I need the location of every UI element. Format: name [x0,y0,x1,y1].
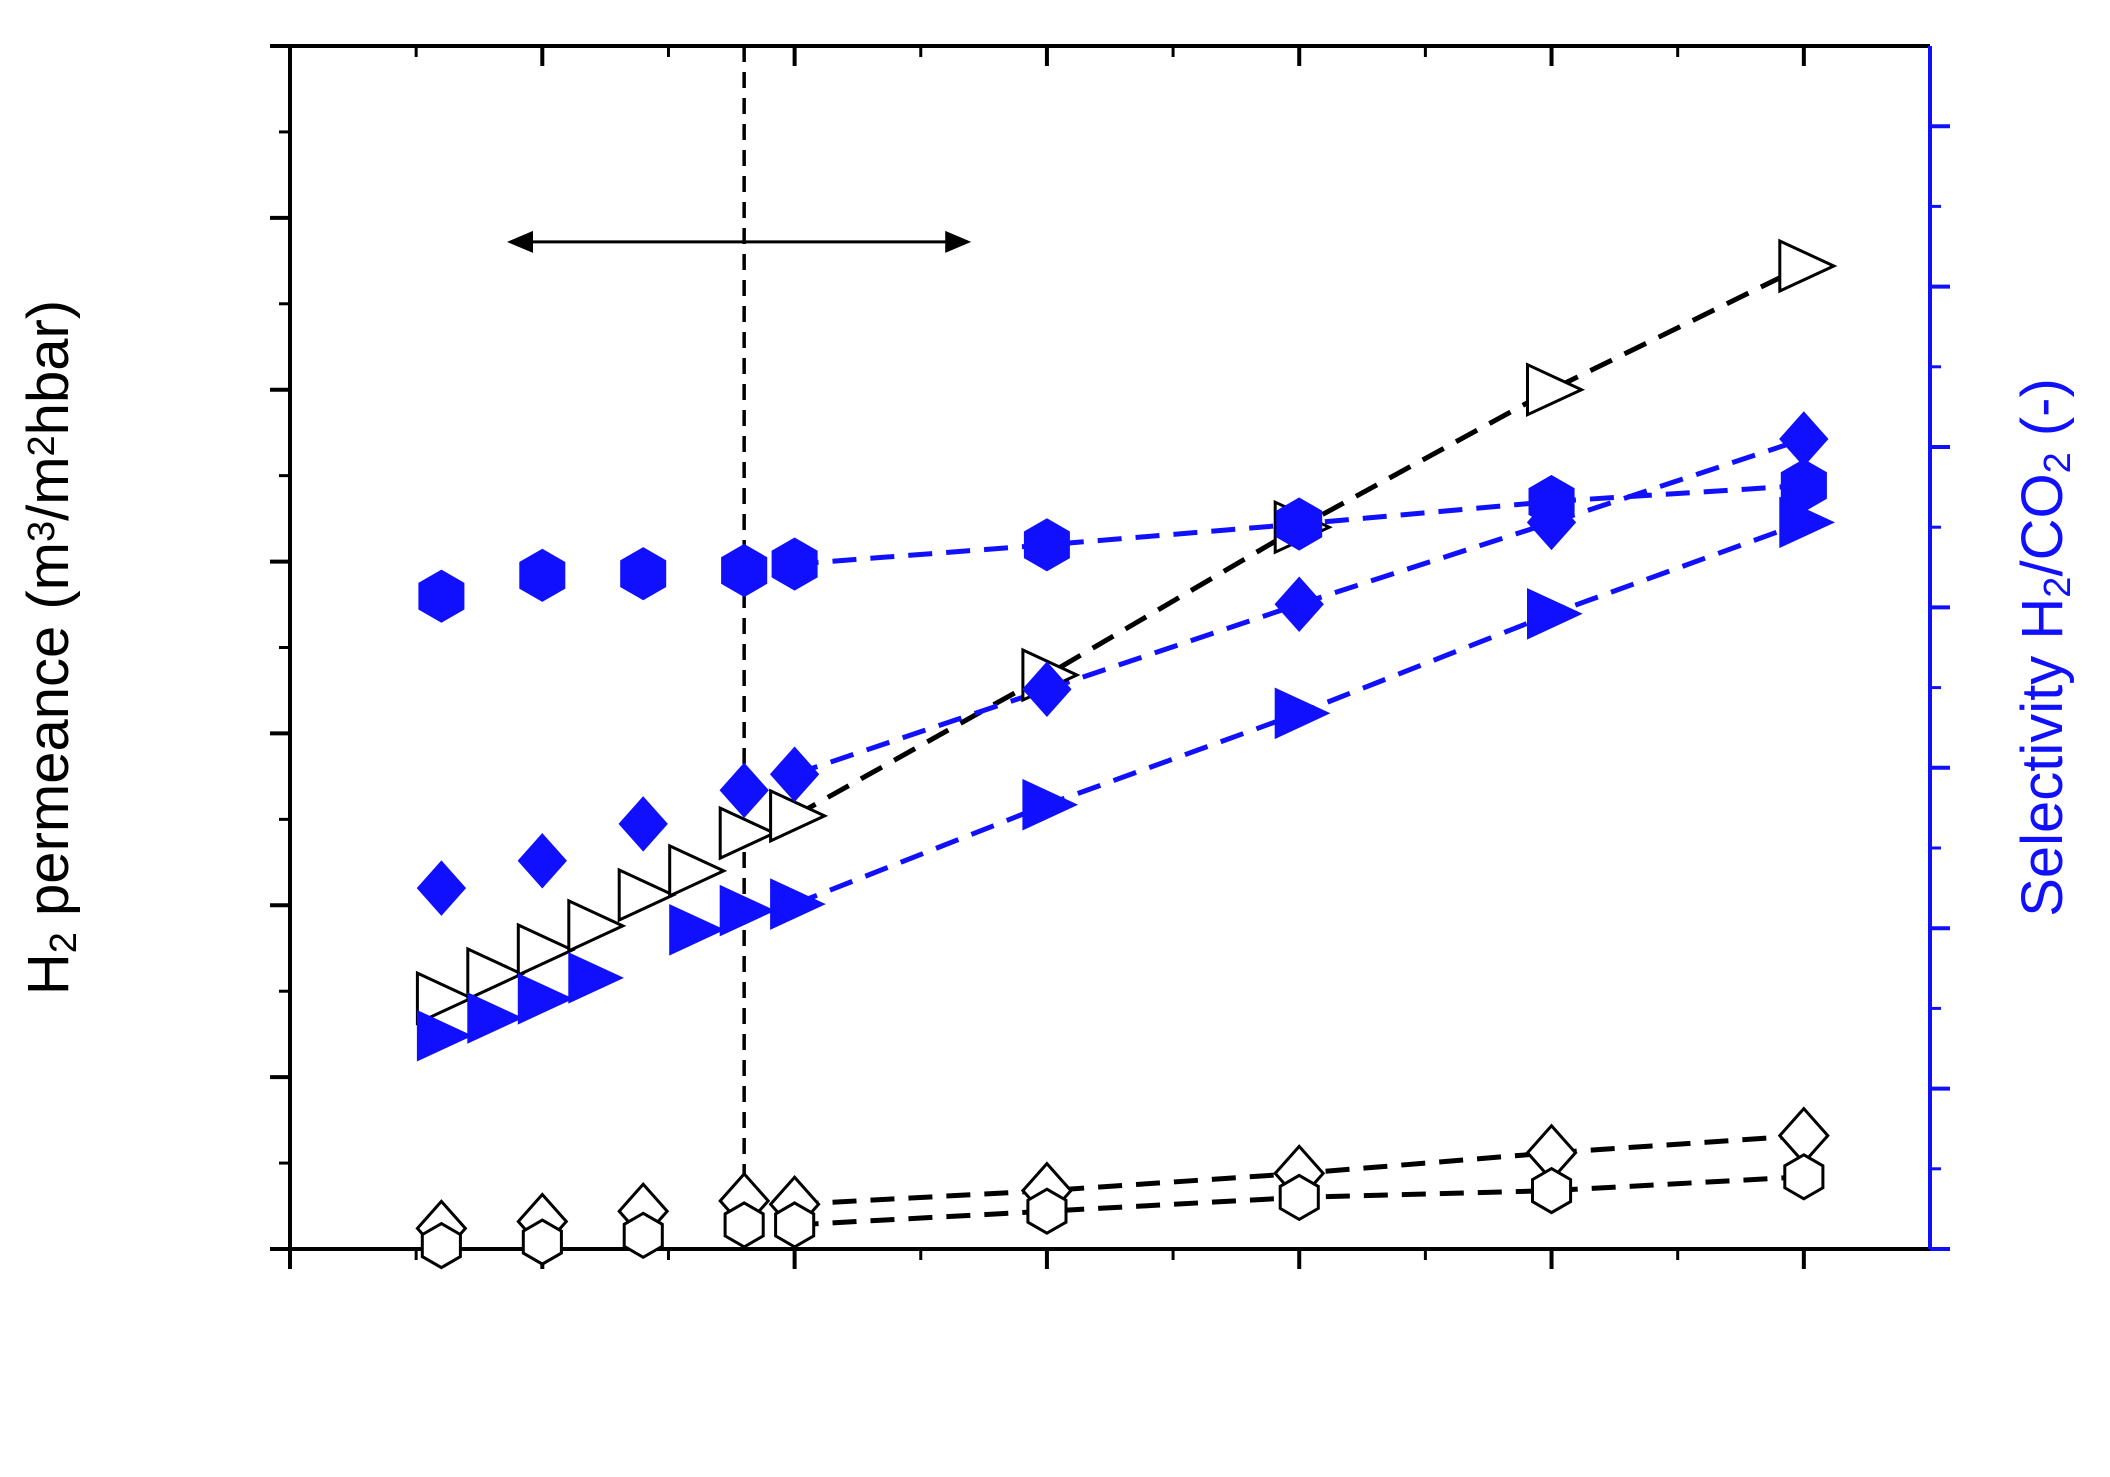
y-left-axis-title-part: H [16,953,81,995]
data-point-series-3 [1783,1153,1825,1201]
data-point-series-1 [668,843,728,899]
data-point-series-3 [622,1211,664,1260]
data-point-series-4 [1023,518,1070,572]
data-point-series-5 [719,762,769,819]
data-point-series-3 [1026,1187,1068,1235]
data-point-series-1 [415,970,475,1026]
data-point-series-4 [1276,497,1323,551]
data-point-series-1 [516,922,576,978]
data-point-series-5 [416,860,467,916]
y-right-axis-title-part: Selectivity H [2010,598,2075,917]
data-point-series-5 [1022,661,1072,717]
data-point-series-1 [466,946,526,1002]
data-point-series-1 [567,898,627,954]
data-point-series-4 [771,537,818,591]
data-point-series-3 [521,1218,563,1266]
data-point-series-3 [420,1221,462,1270]
data-point-series-5 [618,796,668,852]
data-point-series-5 [1274,576,1324,632]
plot-frame-layer [270,44,1950,1269]
y-left-axis-title-part: 3 [21,521,63,542]
y-right-axis-title: Selectivity H2/CO2 (-) [2010,378,2079,917]
range-arrow-left-head [506,230,533,253]
data-point-series-4 [418,569,465,623]
range-arrow-right-head [945,230,972,253]
data-point-series-6 [1274,687,1331,740]
y-left-axis-title: H2 permeance (m3/m2hbar) [16,300,85,995]
markers-layer [415,238,1838,1270]
data-point-series-6 [517,973,574,1025]
data-point-series-4 [519,548,566,602]
y-right-axis-title-part: (-) [2010,378,2075,452]
labels-layer: H2 permeance (m3/m2hbar)Selectivity H2/C… [16,230,2079,995]
y-right-axis-title-part: 2 [2037,452,2079,473]
data-point-series-6 [568,952,624,1004]
data-point-series-1 [1778,238,1838,294]
data-point-series-6 [416,1009,473,1062]
y-left-axis-title-part: 2 [43,932,85,953]
data-point-series-3 [1278,1173,1320,1222]
data-point-series-3 [723,1201,765,1249]
y-left-axis-title-part: 2 [21,435,63,456]
data-point-series-5 [517,833,567,889]
y-right-axis-title-part: /CO [2010,473,2075,576]
data-point-series-6 [1022,778,1079,831]
data-point-series-3 [774,1201,816,1249]
data-point-series-1 [1526,362,1586,418]
data-point-series-5 [769,746,820,802]
y-left-axis-title-part: hbar) [16,300,81,435]
y-right-axis-title-part: 2 [2037,577,2079,598]
data-point-series-5 [1526,494,1577,551]
data-point-series-1 [718,805,778,861]
y-left-axis-title-part: permeance (m [16,542,81,932]
data-point-series-6 [1527,588,1583,640]
data-point-series-4 [620,547,667,601]
data-point-series-1 [769,788,829,844]
data-point-series-6 [669,904,725,956]
data-point-series-6 [719,884,776,937]
data-point-series-3 [1531,1166,1573,1215]
data-point-series-6 [467,992,523,1044]
data-point-series-5 [1779,411,1829,467]
data-point-series-6 [770,878,826,930]
data-point-series-1 [617,867,677,923]
series-lines-layer [793,263,1805,1228]
data-point-series-4 [721,543,768,598]
data-point-series-6 [1779,496,1835,549]
y-left-axis-title-part: /m [16,456,81,520]
